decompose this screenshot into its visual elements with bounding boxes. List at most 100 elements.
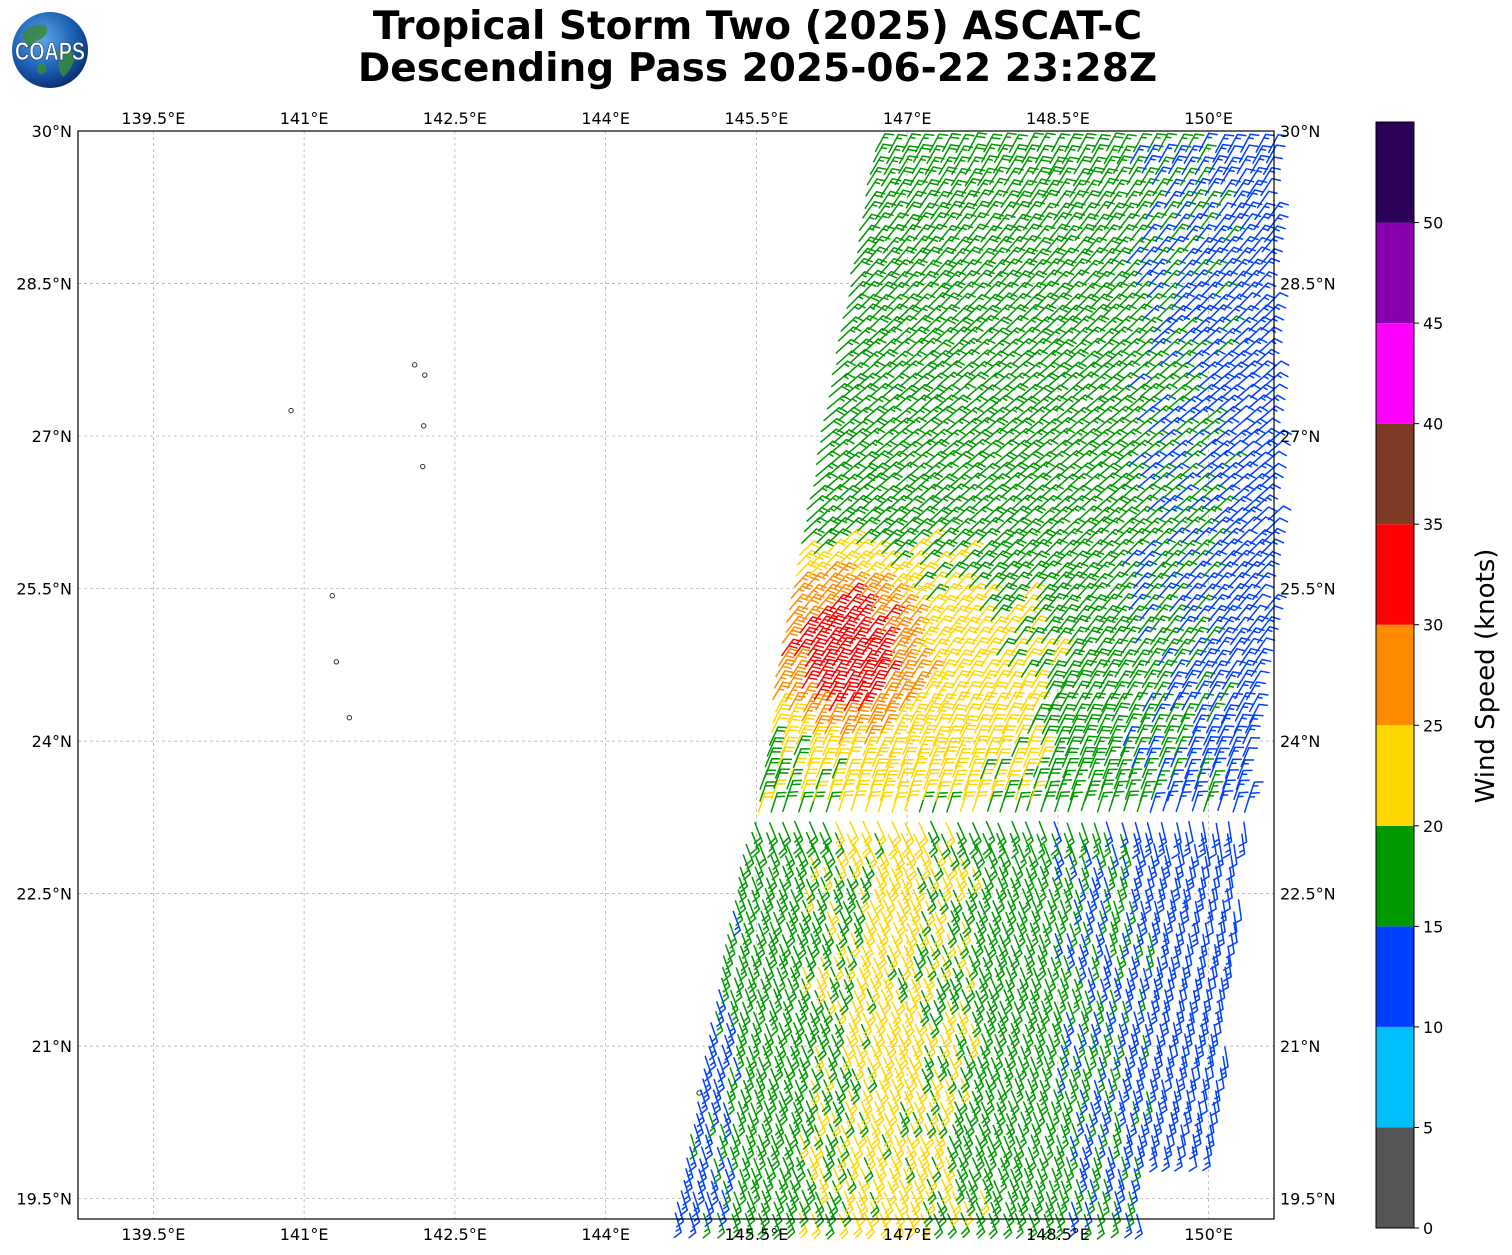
wind-barb xyxy=(944,725,963,745)
wind-barb xyxy=(1199,747,1218,768)
wind-barb xyxy=(1135,1145,1144,1172)
wind-barb xyxy=(1064,877,1073,904)
wind-barb xyxy=(1004,670,1025,690)
wind-barb xyxy=(1127,1044,1136,1071)
wind-barb xyxy=(1226,281,1250,298)
wind-barb xyxy=(1169,1034,1179,1061)
wind-barb xyxy=(1047,900,1057,926)
wind-barb xyxy=(961,461,987,477)
wind-barb xyxy=(1181,669,1203,689)
wind-barb xyxy=(987,1000,997,1027)
wind-barb xyxy=(1048,888,1058,915)
wind-barb xyxy=(1028,1001,1038,1028)
wind-barb xyxy=(1259,405,1284,420)
wind-barb xyxy=(868,235,891,253)
wind-barb xyxy=(966,1046,976,1072)
wind-barb xyxy=(1131,747,1149,768)
wind-barb xyxy=(1056,1135,1065,1161)
wind-barb xyxy=(1054,791,1071,813)
wind-barb xyxy=(886,1033,897,1060)
wind-barb xyxy=(1134,724,1154,745)
wind-barb xyxy=(860,1023,871,1050)
wind-barb xyxy=(1122,549,1146,566)
wind-barb xyxy=(773,978,783,1005)
wind-barb xyxy=(914,1180,924,1207)
lat-label-left: 27°N xyxy=(32,427,72,446)
wind-barb xyxy=(1076,1112,1085,1138)
wind-barb xyxy=(1234,702,1254,722)
wind-barb xyxy=(1248,693,1269,713)
wind-barb xyxy=(941,132,962,153)
wind-barb xyxy=(773,670,795,689)
wind-barb xyxy=(801,1045,811,1071)
wind-barb xyxy=(1150,713,1170,734)
wind-barb xyxy=(732,910,742,937)
wind-barb xyxy=(1156,888,1165,915)
wind-barb xyxy=(1069,179,1091,198)
lat-label-left: 22.5°N xyxy=(16,885,72,904)
wind-barb xyxy=(1238,821,1248,847)
wind-barb xyxy=(914,1101,925,1128)
wind-barb xyxy=(840,681,861,701)
wind-barb xyxy=(1063,888,1072,915)
wind-barb xyxy=(798,1068,808,1095)
wind-barb xyxy=(1119,571,1143,588)
wind-barb xyxy=(966,438,991,454)
wind-barb xyxy=(843,769,861,790)
wind-barb xyxy=(774,1113,785,1140)
wind-barb xyxy=(878,1001,889,1028)
wind-barb xyxy=(897,304,922,320)
wind-barb xyxy=(949,844,960,871)
wind-barb xyxy=(1158,143,1179,163)
wind-barb xyxy=(987,1146,997,1172)
wind-barb xyxy=(1185,820,1194,847)
wind-barb xyxy=(1003,779,1020,801)
wind-barb xyxy=(1010,1022,1020,1049)
wind-barb xyxy=(1157,647,1179,666)
wind-barb xyxy=(959,933,970,960)
wind-barb xyxy=(1131,582,1154,599)
wind-barb xyxy=(1053,562,1077,579)
wind-barb xyxy=(1024,132,1045,152)
wind-barb xyxy=(1209,669,1230,689)
logo-text: COAPS xyxy=(15,38,85,66)
wind-barb xyxy=(887,1101,898,1128)
wind-barb xyxy=(720,1123,729,1150)
wind-barb xyxy=(775,1123,785,1150)
lon-label-top: 141°E xyxy=(280,109,329,128)
wind-barb xyxy=(1170,659,1191,678)
wind-barb xyxy=(992,1124,1002,1151)
map-frame xyxy=(77,130,1275,1220)
wind-barb xyxy=(1158,747,1176,768)
wind-barb xyxy=(880,910,891,937)
wind-barb xyxy=(1043,703,1063,724)
wind-barb xyxy=(1227,133,1247,153)
wind-barb xyxy=(820,747,839,768)
wind-barb xyxy=(1150,550,1174,567)
wind-barb xyxy=(776,967,786,994)
wind-barb xyxy=(965,977,976,1004)
wind-barb xyxy=(1115,955,1124,982)
wind-barb xyxy=(885,748,903,769)
wind-barb xyxy=(1112,900,1121,927)
wind-barb xyxy=(1011,820,1021,847)
wind-barb xyxy=(978,669,1000,689)
wind-barb xyxy=(1265,360,1290,376)
wind-barb xyxy=(1015,1068,1025,1095)
wind-barb xyxy=(775,1046,785,1073)
wind-barb xyxy=(973,1079,984,1106)
wind-barb xyxy=(1219,1046,1229,1072)
wind-barb xyxy=(810,1079,821,1106)
wind-barb xyxy=(1101,1112,1110,1138)
wind-barb xyxy=(1057,703,1077,724)
wind-barb xyxy=(1045,1191,1055,1218)
wind-barb xyxy=(826,682,847,701)
wind-barb xyxy=(887,1180,898,1207)
wind-barb xyxy=(885,293,909,310)
wind-barb xyxy=(839,1067,850,1093)
wind-barb xyxy=(1096,540,1121,556)
wind-barb xyxy=(1036,212,1059,230)
wind-barb xyxy=(1261,605,1284,623)
wind-barb xyxy=(1057,315,1082,331)
wind-barb xyxy=(923,1056,934,1083)
